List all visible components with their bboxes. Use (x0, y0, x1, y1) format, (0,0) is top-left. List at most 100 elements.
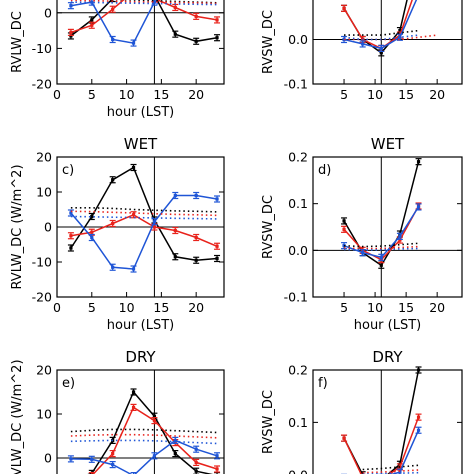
data-point-marker (194, 460, 198, 464)
data-point-marker (379, 255, 383, 259)
data-point-marker (131, 390, 136, 394)
y-tick-label: 0 (44, 451, 52, 466)
series-line (70, 213, 218, 247)
x-tick-label: 5 (340, 87, 348, 102)
data-point-marker (69, 30, 73, 34)
data-point-marker (69, 457, 73, 461)
series-line (390, 429, 420, 474)
series-line (343, 245, 419, 250)
series-line (344, 29, 419, 36)
data-point-marker (131, 41, 136, 45)
data-point-marker (90, 214, 94, 219)
data-point-marker (342, 436, 346, 440)
x-tick-label: 20 (429, 87, 445, 102)
data-point-marker (342, 219, 346, 223)
y-tick-label: 0.1 (288, 415, 308, 430)
data-point-marker (342, 6, 346, 10)
x-tick-label: 10 (119, 87, 135, 102)
y-tick-label: 0.0 (288, 32, 308, 47)
y-tick-label: -20 (32, 77, 52, 92)
y-tick-label: -0.1 (284, 77, 308, 92)
data-point-marker (416, 160, 421, 164)
data-point-marker (131, 165, 136, 170)
y-tick-label: -10 (32, 41, 52, 56)
data-point-marker (398, 238, 402, 242)
data-point-marker (215, 454, 219, 458)
data-point-marker (111, 452, 115, 456)
y-tick-label: -10 (32, 255, 52, 270)
series-line (70, 0, 218, 34)
x-tick-label: 20 (188, 300, 204, 315)
y-axis-label: RVLW_DC (W/m^2) (10, 359, 25, 474)
series-line (70, 439, 218, 474)
y-axis-label: RVLW_DC (W/m^2) (10, 164, 25, 289)
panel-c: -20 -10 0 10 20 0 5 10 15 20 WET c) hour (LST) RVLW_D… (10, 135, 225, 333)
data-point-marker (152, 220, 157, 224)
panel-title: DRY (372, 348, 403, 366)
data-point-marker (90, 235, 94, 240)
series-line (92, 406, 218, 474)
data-point-marker (398, 470, 402, 474)
y-tick-label: 0.1 (288, 196, 308, 211)
data-point-marker (194, 14, 198, 18)
x-tick-label: 15 (398, 300, 414, 315)
data-point-marker (194, 193, 198, 198)
data-point-marker (90, 18, 94, 22)
data-point-marker (173, 32, 177, 36)
panel-frame (56, 369, 225, 474)
series-line (70, 0, 218, 43)
panel-title: WET (371, 135, 405, 153)
series-line (362, 469, 419, 474)
panel-label: d) (318, 163, 331, 178)
x-axis-label: hour (LST) (354, 318, 422, 333)
data-point-marker (111, 37, 115, 42)
data-point-marker (398, 234, 402, 238)
y-axis-label: RVSW_DC (261, 390, 276, 454)
data-point-marker (194, 39, 198, 43)
data-point-marker (69, 4, 73, 8)
series-line (343, 34, 419, 41)
series-line (70, 439, 218, 445)
panel-d: -0.1 0.0 0.1 0.2 5 10 15 20 WET d) hour (LST) RVSW_… (261, 135, 463, 333)
data-point-marker (152, 225, 157, 229)
data-point-marker (215, 197, 219, 201)
data-point-marker (215, 18, 219, 22)
series-line (343, 242, 419, 248)
series-line (70, 1, 218, 6)
data-point-marker (90, 230, 94, 234)
series-line (343, 416, 420, 474)
panel-frame (312, 156, 463, 298)
data-point-marker (398, 35, 402, 39)
series-line (344, 34, 438, 41)
data-point-marker (152, 0, 157, 4)
data-point-marker (90, 23, 94, 27)
data-point-marker (111, 265, 115, 269)
series-line (70, 166, 218, 262)
y-tick-label: 20 (36, 363, 52, 378)
panel-label: c) (62, 163, 74, 178)
panel-label: e) (62, 376, 75, 391)
panel-a: -20 -10 0 0 5 10 15 20 hour (LST) RVLW_DC (10, 0, 225, 120)
series-line (70, 433, 218, 439)
panel-title: WET (124, 135, 158, 153)
data-point-marker (215, 467, 219, 471)
series-line (70, 207, 218, 213)
series-line (87, 390, 214, 474)
data-point-marker (416, 415, 421, 419)
series-line (70, 215, 218, 220)
x-tick-label: 15 (153, 87, 169, 102)
data-point-marker (173, 438, 177, 442)
data-point-marker (398, 29, 402, 33)
y-tick-label: 0.0 (288, 243, 308, 258)
data-point-marker (194, 447, 198, 451)
data-point-marker (111, 463, 115, 467)
panel-e: 0 10 20 DRY e) RVLW_DC (W/m^2) (10, 348, 225, 474)
data-point-marker (131, 267, 136, 271)
x-tick-label: 15 (153, 300, 169, 315)
data-point-marker (342, 227, 346, 231)
x-tick-label: 5 (88, 300, 96, 315)
y-tick-label: 0 (44, 5, 52, 20)
panel-frame (312, 0, 463, 85)
data-point-marker (379, 46, 383, 50)
